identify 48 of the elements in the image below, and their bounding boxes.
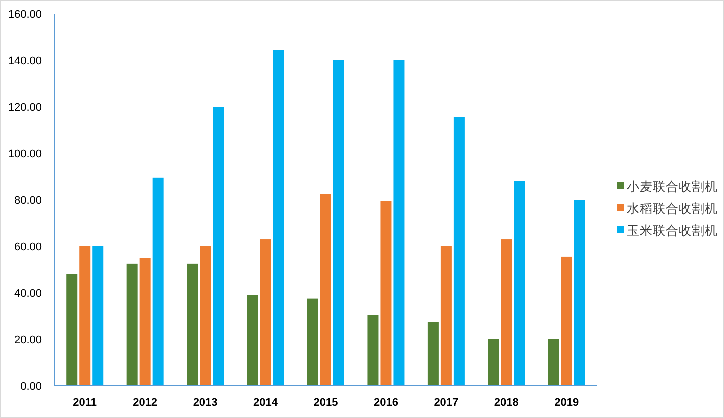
bar bbox=[574, 200, 586, 386]
y-tick-label: 80.00 bbox=[14, 195, 42, 207]
x-tick-label: 2019 bbox=[554, 397, 580, 409]
y-tick-label: 120.00 bbox=[8, 102, 42, 114]
bar bbox=[308, 298, 318, 386]
y-tick-label: 160.00 bbox=[8, 9, 42, 21]
bar bbox=[213, 107, 224, 386]
bar bbox=[200, 246, 212, 386]
legend-label: 小麦联合收割机 bbox=[627, 180, 718, 194]
bar bbox=[247, 295, 258, 386]
bar bbox=[488, 340, 500, 386]
bar bbox=[273, 50, 284, 386]
x-tick-label: 2017 bbox=[434, 397, 459, 409]
y-tick-label: 100.00 bbox=[8, 148, 42, 160]
legend-label: 水稻联合收割机 bbox=[627, 202, 718, 216]
bar bbox=[501, 240, 512, 386]
x-tick-label: 2014 bbox=[254, 397, 279, 409]
x-tick-label: 2013 bbox=[193, 397, 218, 409]
bar bbox=[187, 264, 198, 386]
x-tick-label: 2012 bbox=[133, 397, 158, 409]
bar bbox=[380, 201, 392, 386]
bar bbox=[260, 240, 272, 386]
bar bbox=[428, 322, 439, 386]
bar bbox=[368, 315, 379, 386]
y-tick-label: 20.00 bbox=[14, 334, 42, 346]
bar bbox=[440, 246, 452, 386]
y-tick-label: 60.00 bbox=[14, 242, 42, 254]
bar bbox=[548, 340, 560, 386]
bar bbox=[320, 194, 332, 386]
legend-label: 玉米联合收割机 bbox=[627, 224, 718, 238]
y-tick-label: 40.00 bbox=[14, 288, 42, 300]
x-tick-label: 2011 bbox=[73, 397, 98, 409]
x-tick-label: 2016 bbox=[374, 397, 398, 409]
x-tick-label: 2018 bbox=[494, 397, 519, 409]
bar bbox=[514, 181, 526, 386]
bar bbox=[152, 178, 164, 386]
bar bbox=[140, 258, 151, 386]
bar bbox=[66, 274, 78, 386]
bar bbox=[394, 60, 405, 386]
x-tick-label: 2015 bbox=[314, 397, 338, 409]
y-tick-label: 140.00 bbox=[8, 56, 42, 68]
y-tick-label: 0.00 bbox=[20, 381, 42, 393]
bar bbox=[334, 60, 344, 386]
bar bbox=[126, 264, 138, 386]
bar bbox=[561, 256, 572, 386]
bar bbox=[454, 117, 465, 386]
bar bbox=[80, 246, 91, 386]
bar bbox=[92, 246, 104, 386]
